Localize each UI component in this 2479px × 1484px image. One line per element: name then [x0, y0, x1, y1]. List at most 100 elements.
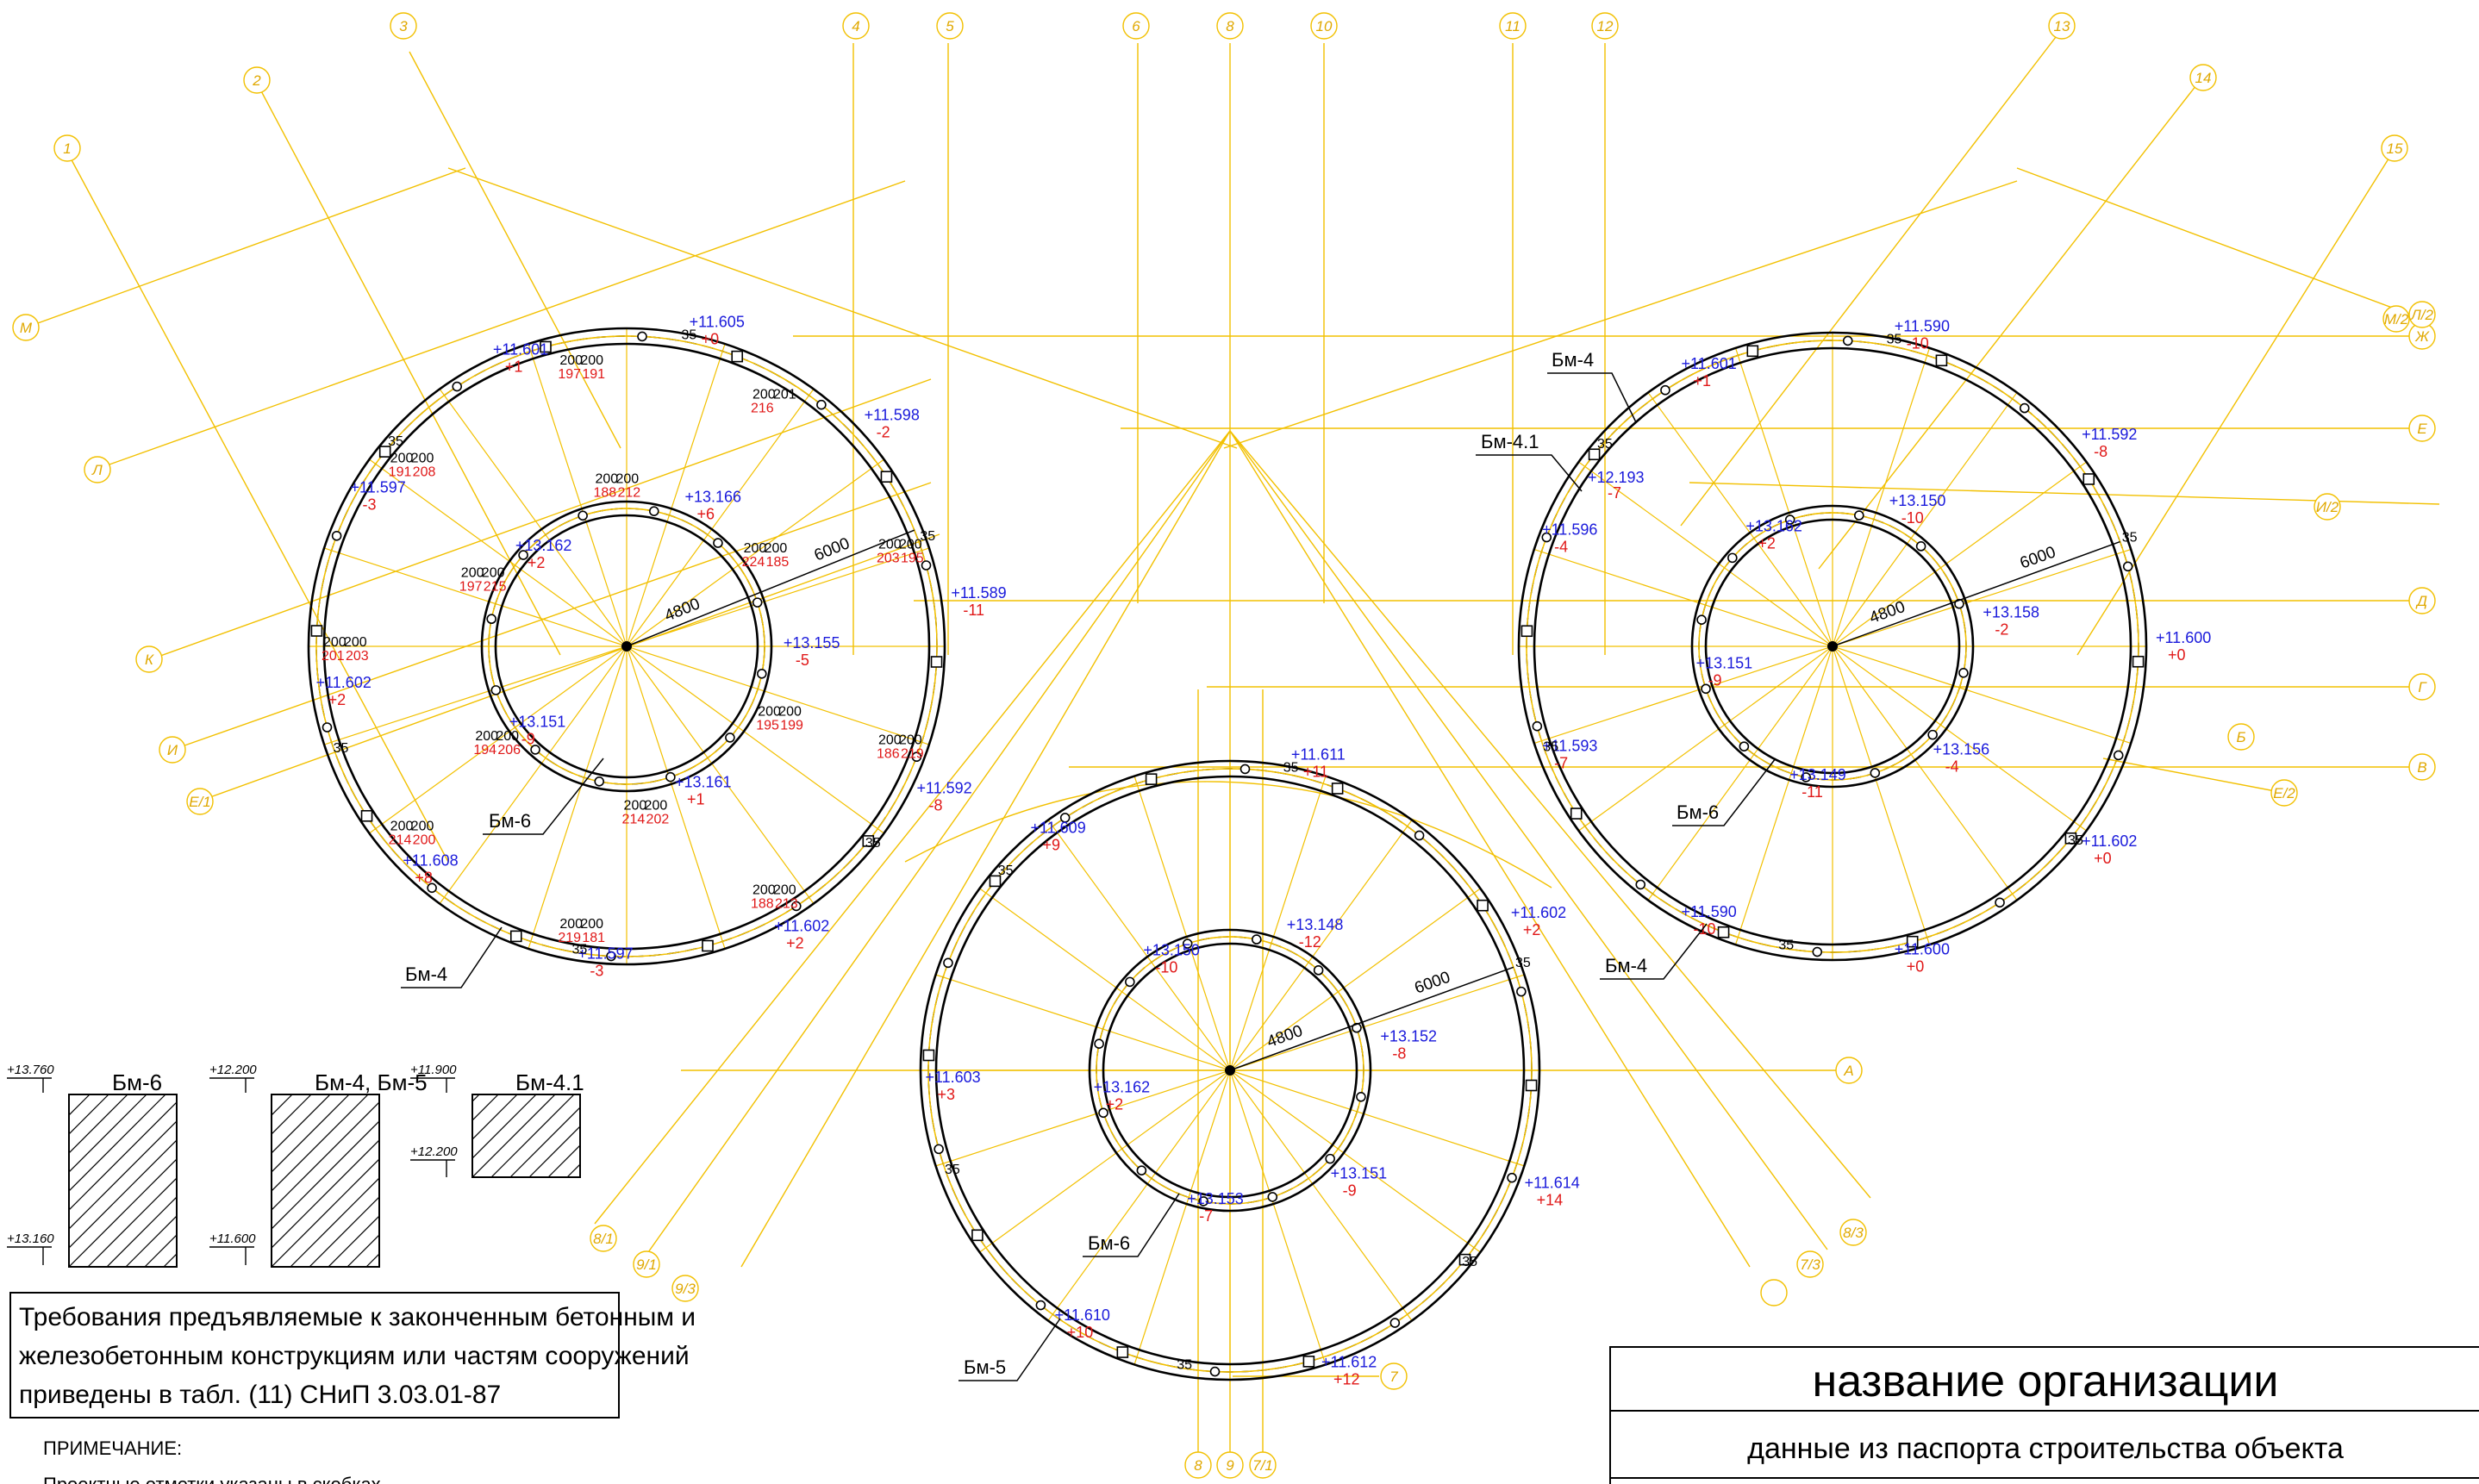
column-node: [1458, 1253, 1471, 1266]
radius-line: [626, 529, 915, 647]
unit-mark: 35: [2068, 833, 2083, 848]
level-deviation: +0: [702, 331, 720, 348]
radial-axis: [1832, 548, 2132, 647]
level-value: +11.596: [1542, 521, 1597, 538]
unit-mark: 35: [1515, 956, 1531, 970]
level-value: +11.605: [690, 314, 745, 331]
column-node: [1701, 683, 1711, 695]
section-body: [68, 1094, 178, 1268]
beam-center-axis: [1096, 936, 1364, 1205]
segment-r2: 203: [346, 649, 369, 664]
inner-level-mark: +13.152-8: [1380, 1028, 1437, 1063]
beam-inner-edge: [1102, 942, 1358, 1199]
inner-level-mark: +13.150-10: [1889, 492, 1946, 527]
column-node: [331, 530, 342, 541]
level-deviation: +9: [1042, 837, 1060, 854]
grid-bubble: Е: [2408, 415, 2436, 442]
radial-axis: [1577, 460, 1833, 647]
radial-axis: [1832, 391, 2019, 647]
level-deviation: +2: [1106, 1095, 1124, 1113]
grid-bubble: 2: [243, 66, 271, 94]
level-deviation: -9: [521, 730, 535, 747]
radial-axis: [978, 1069, 1231, 1254]
column-node: [1035, 1300, 1046, 1311]
radial-axis: [626, 458, 885, 647]
level-deviation: -8: [1392, 1045, 1406, 1063]
beam-label-left-bm4: Бм-4: [401, 926, 503, 988]
level-deviation: -10: [1694, 920, 1716, 938]
level-deviation: -3: [363, 496, 377, 513]
leader-line: [1476, 454, 1583, 492]
level-value: +11.590: [1895, 318, 1950, 335]
hatch-line: [69, 1094, 109, 1135]
column-node: [1801, 772, 1812, 783]
grid-bubble: 7: [1380, 1362, 1408, 1390]
segment-r1: 186: [877, 747, 900, 762]
column-node: [530, 745, 540, 755]
beam-outer-edge: [1517, 331, 2148, 962]
radial-axis: [1832, 645, 2132, 745]
beam-outer-edge: [1088, 928, 1372, 1213]
hatch-line: [662, 1094, 745, 1177]
hatch-line: [69, 1139, 177, 1249]
level-value: +13.151: [1696, 654, 1753, 671]
segment-r1: 195: [756, 718, 779, 733]
radial-axis: [1229, 1069, 1327, 1366]
inner-level-mark: +13.162+2: [1094, 1078, 1151, 1113]
hatch-line: [272, 1094, 331, 1154]
level-deviation: +1: [1694, 372, 1712, 390]
segment-a: 200: [744, 541, 767, 556]
radial-axis: [626, 645, 726, 951]
level-deviation: -9: [1708, 671, 1722, 689]
column-node: [1145, 773, 1158, 785]
grid-bubbles: 123 4 5 6 8 10 11 12 131415МЛКИЕ/1М/2ЖЕДГВЛ/2И/2…: [12, 12, 2436, 1479]
level-deviation: +2: [528, 554, 546, 571]
level-deviation: +2: [1523, 921, 1541, 938]
radial-axis: [1229, 819, 1414, 1071]
radial-axis: [1734, 645, 1833, 946]
inner-level-mark: +13.162+2: [1745, 518, 1802, 552]
unit-mark: 35: [571, 942, 587, 957]
segment-a: 200: [752, 883, 776, 898]
column-node: [310, 625, 323, 637]
radial-axis: [1229, 887, 1482, 1071]
segment-r2: 191: [582, 367, 605, 382]
column-node: [1842, 335, 1853, 346]
beam-label-right-bm41: Бм-4.1: [1476, 431, 1583, 492]
hatch-line: [69, 1120, 177, 1230]
note-partial-line: Проектные отметки указаны в скобках: [43, 1474, 381, 1484]
section-2: Бм-4, Бм-5 +12.200 +11.600: [209, 1063, 428, 1268]
title-block: название организации данные из паспорта …: [1609, 1346, 2479, 1484]
segment-b: 200: [411, 452, 434, 466]
hatch-line: [272, 1120, 379, 1230]
grid-bubble-label: 7/1: [1252, 1457, 1273, 1474]
grid-bubble: 14: [2189, 64, 2217, 91]
hatch-line: [528, 1125, 580, 1177]
level-deviation: -11: [963, 602, 984, 619]
segment-b: 200: [411, 819, 434, 833]
level-deviation: +1: [505, 359, 523, 376]
outer-level-mark: +11.603+3: [925, 1069, 980, 1103]
level-value: +13.166: [685, 488, 742, 505]
note-line-1: Требования предъявляемые к законченным б…: [19, 1303, 696, 1331]
outer-level-mark: +11.592-8: [2082, 426, 2137, 460]
radial-axis: [1734, 346, 1833, 647]
level-value: +13.150: [1889, 492, 1946, 509]
inner-level-mark: +13.161+1: [675, 773, 732, 807]
grid-bubble-label: 9: [1226, 1457, 1234, 1474]
column-node: [1915, 541, 1926, 552]
column-node: [578, 510, 588, 521]
column-node: [1635, 879, 1646, 890]
column-node: [731, 350, 744, 363]
section-top-elevation: +12.200: [209, 1063, 257, 1077]
level-value: +13.151: [1331, 1164, 1388, 1182]
radial-axis: [1046, 819, 1231, 1071]
grid-bubble-label: 14: [2195, 70, 2212, 86]
level-deviation: -2: [1995, 621, 2008, 639]
segment-b: 200: [344, 635, 367, 650]
grid-bubble: Л/2: [2408, 301, 2436, 328]
grid-bubble-label: Е/2: [2273, 785, 2295, 801]
section-1: Бм-6 +13.760 +13.160: [7, 1063, 178, 1268]
level-deviation: -8: [928, 797, 942, 814]
